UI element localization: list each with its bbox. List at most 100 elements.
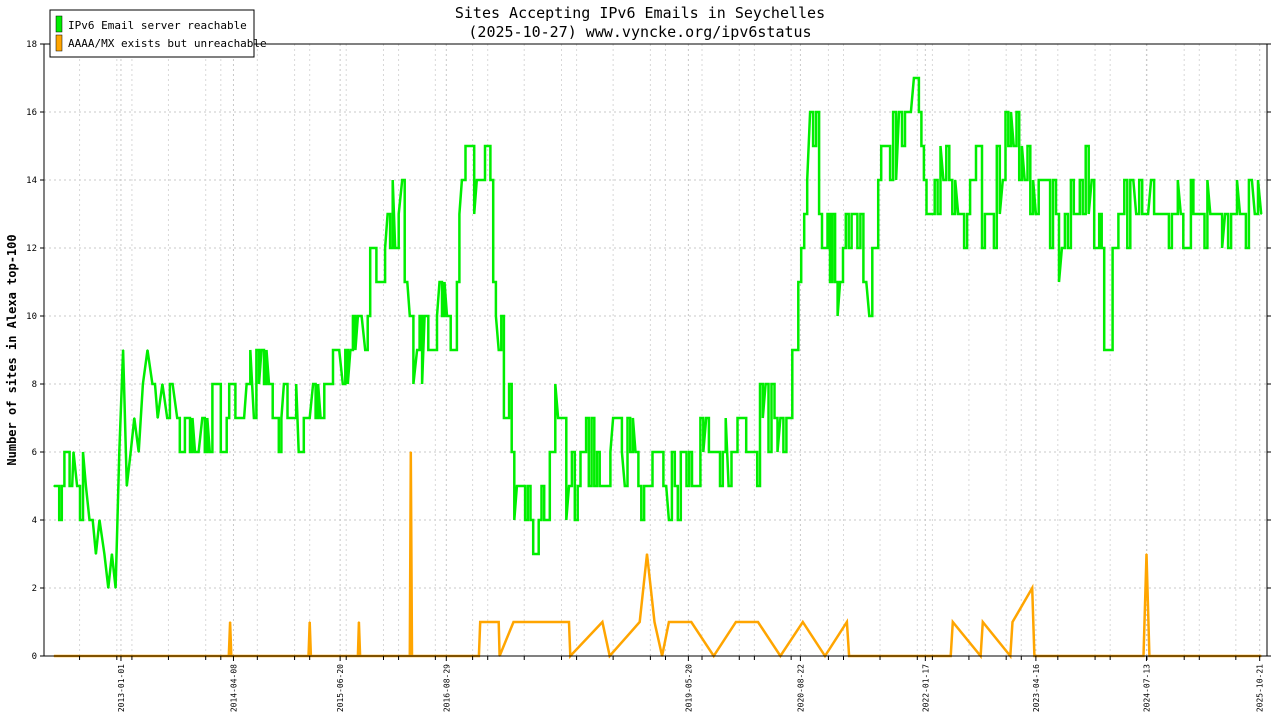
data-point xyxy=(1135,213,1138,215)
data-point xyxy=(186,417,189,419)
data-point xyxy=(357,315,359,317)
data-point xyxy=(1035,213,1037,215)
x-tick-label: 2016-08-29 xyxy=(442,664,451,712)
data-point xyxy=(668,621,670,623)
x-tick-label: 2022-01-17 xyxy=(921,664,930,712)
data-point xyxy=(409,451,412,453)
data-point xyxy=(634,451,637,453)
data-point xyxy=(146,349,149,351)
data-point xyxy=(1023,179,1026,181)
y-tick-label: 0 xyxy=(32,652,37,662)
data-point xyxy=(1090,179,1093,181)
data-point xyxy=(71,485,74,487)
data-point xyxy=(156,417,159,419)
data-point xyxy=(290,417,292,419)
data-point xyxy=(757,621,759,623)
data-point xyxy=(497,349,500,351)
data-point xyxy=(557,417,559,419)
data-point xyxy=(512,621,515,623)
data-point xyxy=(653,621,656,623)
x-tick-label: 2014-04-08 xyxy=(229,664,238,712)
y-tick-label: 18 xyxy=(26,40,37,50)
data-point xyxy=(646,553,648,555)
series-line-0 xyxy=(54,76,1263,589)
data-point xyxy=(809,111,811,113)
data-point xyxy=(638,621,641,623)
data-point xyxy=(253,417,255,419)
data-point xyxy=(181,451,184,453)
data-point xyxy=(133,417,136,419)
data-point xyxy=(1001,179,1004,181)
y-tick-label: 4 xyxy=(32,516,37,526)
x-tick-label: 2025-10-21 xyxy=(1256,664,1265,712)
data-point xyxy=(624,485,626,487)
data-point xyxy=(245,383,248,385)
data-point xyxy=(535,553,537,555)
data-point xyxy=(118,451,121,453)
y-tick-label: 10 xyxy=(26,312,37,322)
y-tick-label: 2 xyxy=(32,584,37,594)
y-tick-label: 12 xyxy=(26,244,37,254)
data-point xyxy=(1260,213,1262,215)
data-point xyxy=(312,383,314,385)
data-point xyxy=(107,587,110,589)
data-point xyxy=(319,417,322,419)
data-point xyxy=(334,349,337,351)
data-point xyxy=(883,145,885,147)
data-point xyxy=(753,451,756,453)
data-point xyxy=(461,179,463,181)
x-tick-label: 2015-06-20 xyxy=(336,664,345,712)
data-point xyxy=(601,621,604,623)
data-point xyxy=(657,451,659,453)
legend-label-unreachable: AAAA/MX exists but unreachable xyxy=(68,37,267,50)
data-point xyxy=(839,281,841,283)
legend-box xyxy=(49,9,255,58)
data-point xyxy=(453,349,456,351)
data-point xyxy=(229,621,231,623)
data-point xyxy=(1254,213,1256,215)
data-point xyxy=(394,247,396,249)
data-point xyxy=(401,179,404,181)
data-point xyxy=(416,349,418,351)
data-point xyxy=(371,247,374,249)
data-point xyxy=(794,349,797,351)
data-point xyxy=(668,519,670,521)
data-point xyxy=(1120,213,1123,215)
data-point xyxy=(497,621,500,623)
data-point xyxy=(95,553,97,555)
data-point xyxy=(1076,213,1078,215)
data-point xyxy=(53,485,55,487)
data-point xyxy=(194,451,196,453)
data-point xyxy=(601,485,604,487)
data-point xyxy=(1031,587,1034,589)
data-point xyxy=(111,553,113,555)
data-point xyxy=(166,417,169,419)
data-point xyxy=(742,417,745,419)
data-point xyxy=(230,383,233,385)
data-point xyxy=(690,621,693,623)
data-point xyxy=(582,451,585,453)
data-point xyxy=(952,621,954,623)
data-point xyxy=(913,77,915,79)
x-tick-label: 2019-05-20 xyxy=(684,664,693,712)
data-point xyxy=(129,451,132,453)
data-point xyxy=(853,213,856,215)
data-point xyxy=(88,519,91,521)
data-point xyxy=(1195,213,1197,215)
data-point xyxy=(1165,213,1167,215)
data-point xyxy=(297,451,300,453)
data-point xyxy=(161,383,164,385)
data-point xyxy=(98,519,101,521)
legend: IPv6 Email server reachable AAAA/MX exis… xyxy=(49,9,267,58)
data-point xyxy=(516,485,518,487)
data-point xyxy=(327,383,329,385)
data-point xyxy=(486,145,489,147)
data-point xyxy=(764,383,767,385)
data-point xyxy=(423,315,426,317)
data-point xyxy=(308,621,311,623)
data-point xyxy=(468,145,471,147)
data-point xyxy=(693,485,696,487)
data-point xyxy=(1011,621,1014,623)
